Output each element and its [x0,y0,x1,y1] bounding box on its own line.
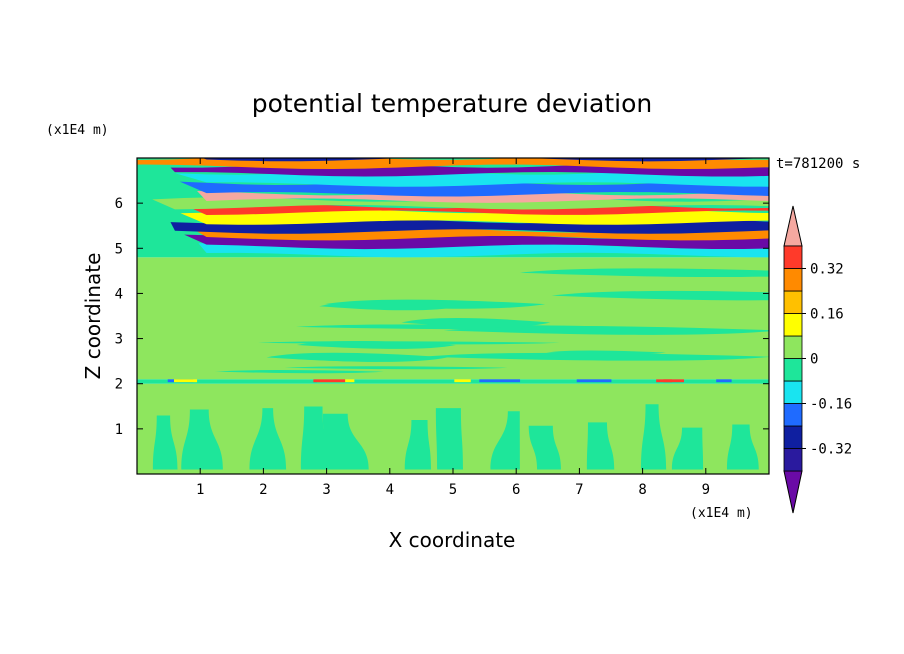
x-unit-label: (x1E4 m) [690,506,753,521]
wave-stripe [197,190,769,203]
stripe-contour [519,268,769,278]
colorbar-swatch [783,425,803,449]
thin-layer-streak [656,379,672,383]
stripe-contour [546,350,666,355]
stripe-contour [296,356,416,362]
colorbar-swatch [783,268,803,292]
y-tick-label: 5 [115,241,123,257]
x-tick-label: 6 [512,482,520,498]
colorbar-swatch [783,335,803,359]
plume-contour [671,427,704,470]
stripe-contour [319,302,460,311]
colorbar-tick-label: 0.32 [810,262,844,278]
x-tick-label: 4 [386,482,394,498]
plume-contour [641,404,667,470]
plume-contour [490,411,520,470]
x-tick-label: 1 [196,482,204,498]
colorbar-swatch [783,448,803,472]
plume-contour [435,408,464,470]
thin-layer-band [137,379,769,384]
thin-layer-streak [173,379,198,383]
stripe-contour [258,341,560,345]
thin-layer-streak [454,379,471,383]
colorbar-tick-label: -0.16 [810,397,852,413]
colorbar-swatch [783,245,803,269]
y-tick-label: 4 [115,286,123,302]
colorbar: 0.32 0.16 0 -0.16 -0.32 [783,205,852,514]
contour-field [137,158,769,474]
thin-layer-streak [716,379,732,383]
y-tick-label: 3 [115,332,123,348]
y-axis-ticks: 1 2 3 4 5 6 [115,196,769,438]
x-tick-label: 5 [449,482,457,498]
stripe-contour [424,352,769,361]
plume-contour [726,424,759,470]
y-tick-label: 1 [115,422,123,438]
y-axis-label: Z coordinate [81,253,105,380]
x-tick-label: 2 [259,482,267,498]
colorbar-swatch [783,358,803,382]
plume-contour [322,413,369,470]
colorbar-swatch [783,313,803,337]
x-tick-label: 3 [322,482,330,498]
x-tick-label: 8 [638,482,646,498]
stripe-contour [460,326,749,335]
plume-contour [152,415,178,470]
plume-contour [528,425,561,470]
plume-contour [586,422,615,470]
y-unit-label: (x1E4 m) [46,123,109,138]
colorbar-tick-label: 0 [810,352,818,368]
y-tick-label: 6 [115,196,123,212]
thin-layer-streak [313,379,346,383]
x-axis-label: X coordinate [389,528,516,552]
stripe-contour [551,290,769,301]
time-label: t=781200 s [776,156,860,172]
thin-layer-streak [663,379,685,383]
colorbar-tick-label: 0.16 [810,307,844,323]
colorbar-swatch [783,290,803,314]
colorbar-swatch [783,380,803,404]
colorbar-extend-max [783,205,803,247]
x-tick-label: 9 [702,482,710,498]
wave-stripe [198,243,769,258]
colorbar-swatch [783,403,803,427]
wave-stripe [152,197,769,210]
stripe-contour [284,366,508,370]
colorbar-tick-label: -0.32 [810,442,852,458]
x-axis-ticks: 1 2 3 4 5 6 7 8 9 [196,158,710,498]
plume-contour [300,406,327,470]
x-tick-label: 7 [575,482,583,498]
colorbar-extend-min [783,470,803,514]
wave-stripe [202,158,767,162]
wave-stripe [184,234,769,250]
stripe-contour [214,370,384,374]
plume-contour [249,408,287,470]
stripe-contour [713,272,769,277]
stripe-contour [401,318,551,328]
plume-contour [404,419,432,470]
y-tick-label: 2 [115,377,123,393]
plume-contour [181,409,223,470]
thin-layer-streak [576,379,612,383]
thin-layer-streak [479,379,521,383]
chart-title: potential temperature deviation [252,89,652,118]
